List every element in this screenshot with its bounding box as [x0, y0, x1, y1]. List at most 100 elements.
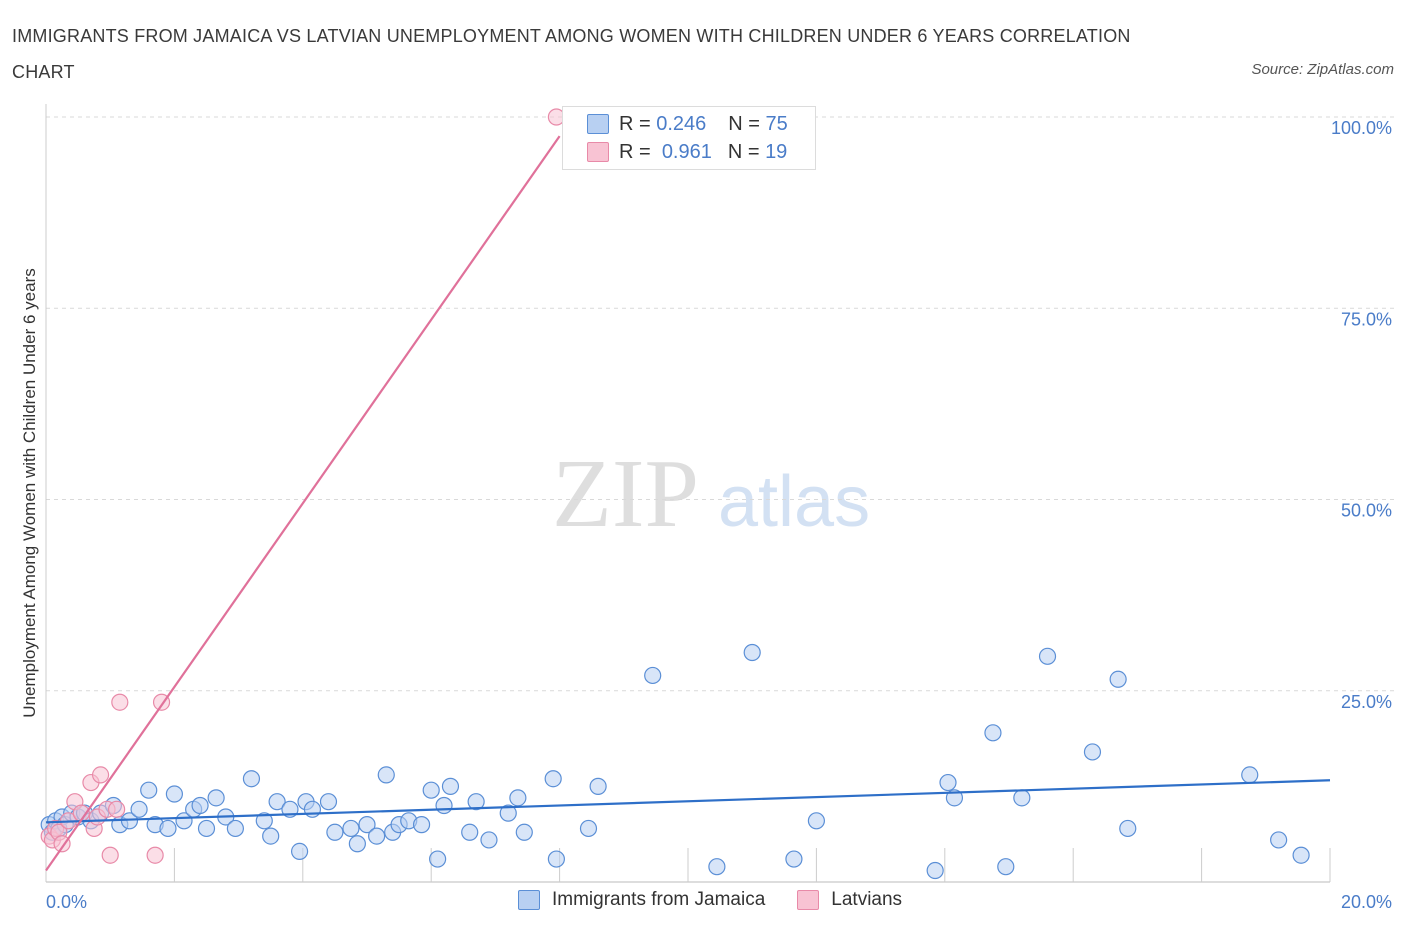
legend-swatch-pink — [587, 142, 609, 162]
watermark-zip: ZIP — [552, 440, 699, 548]
source-credit: Source: ZipAtlas.com — [1251, 61, 1394, 78]
jamaica-point — [348, 835, 366, 853]
x-tick-label: 20.0% — [1341, 892, 1392, 912]
x-tick-labels: 0.0% 20.0% — [46, 892, 1392, 912]
jamaica-point — [226, 819, 244, 838]
jamaica-point — [342, 819, 360, 838]
legend-r-label: R = — [619, 140, 651, 163]
latvians-trend-line — [45, 135, 561, 872]
jamaica-point — [130, 800, 148, 818]
jamaica-point — [207, 789, 225, 807]
latvians-point — [91, 766, 110, 784]
jamaica-point — [515, 823, 533, 841]
jamaica-point — [785, 850, 803, 868]
legend-n-value: 19 — [765, 140, 788, 163]
legend-swatch-pink — [797, 890, 820, 910]
jamaica-point — [544, 770, 562, 788]
legend-n-label: N = — [728, 112, 760, 135]
jamaica-point — [589, 777, 607, 795]
jamaica-point — [441, 777, 460, 795]
series-latvians-points — [40, 108, 565, 864]
jamaica-point — [242, 770, 261, 788]
jamaica-point — [1292, 846, 1310, 864]
jamaica-point — [509, 789, 527, 807]
jamaica-point — [807, 812, 826, 830]
legend-r-value: 0.961 — [661, 140, 712, 163]
trend-lines — [45, 135, 1331, 872]
legend-item-jamaica[interactable]: Immigrants from Jamaica — [518, 889, 765, 911]
legend-row-jamaica: R = 0.246 N = 75 — [587, 112, 788, 136]
legend-n-label: N = — [727, 140, 760, 163]
legend-item-latvians[interactable]: Latvians — [797, 889, 902, 911]
jamaica-point — [461, 823, 479, 841]
jamaica-point — [326, 823, 344, 841]
latvians-point — [146, 846, 164, 864]
jamaica-point — [377, 766, 395, 784]
legend-label-latvians: Latvians — [831, 889, 903, 910]
jamaica-point — [255, 812, 273, 830]
jamaica-point — [579, 819, 598, 838]
jamaica-point — [480, 831, 498, 849]
jamaica-point — [1119, 819, 1137, 838]
y-axis-label: Unemployment Among Women with Children U… — [20, 268, 39, 717]
watermark: ZIP atlas — [552, 440, 870, 548]
jamaica-point — [1270, 831, 1288, 849]
jamaica-point — [140, 781, 158, 799]
jamaica-trend-line — [45, 779, 1331, 824]
jamaica-point — [945, 789, 964, 807]
jamaica-point — [1109, 670, 1127, 688]
series-jamaica-points — [40, 643, 1310, 880]
legend-r-label: R = — [619, 112, 651, 135]
legend-swatch-blue — [587, 114, 609, 134]
jamaica-point — [290, 842, 309, 861]
jamaica-point — [319, 793, 338, 811]
jamaica-point — [926, 861, 944, 880]
jamaica-point — [984, 724, 1002, 742]
jamaica-point — [429, 850, 447, 868]
jamaica-point — [1038, 647, 1057, 665]
watermark-atlas: atlas — [718, 462, 870, 542]
jamaica-point — [1013, 789, 1031, 807]
jamaica-point — [743, 643, 761, 662]
y-tick-labels: 25.0% 50.0% 75.0% 100.0% — [1331, 118, 1392, 712]
series-legend: Immigrants from Jamaica Latvians — [518, 889, 934, 911]
x-tick-label: 0.0% — [46, 892, 87, 912]
legend-label-jamaica: Immigrants from Jamaica — [552, 889, 766, 910]
y-tick-label: 100.0% — [1331, 118, 1392, 138]
latvians-point — [101, 846, 119, 864]
axes — [45, 104, 1331, 883]
jamaica-point — [547, 850, 565, 868]
latvians-point — [108, 800, 126, 818]
jamaica-point — [159, 819, 177, 838]
latvians-point — [111, 693, 129, 711]
jamaica-point — [165, 785, 183, 803]
jamaica-point — [197, 819, 216, 838]
y-tick-label: 50.0% — [1341, 501, 1392, 521]
gridlines — [46, 116, 1398, 692]
y-tick-label: 25.0% — [1341, 692, 1392, 712]
jamaica-point — [644, 666, 662, 685]
jamaica-point — [1241, 766, 1259, 784]
jamaica-point — [1083, 743, 1102, 761]
jamaica-point — [435, 796, 453, 815]
jamaica-point — [368, 827, 386, 845]
jamaica-point — [358, 816, 376, 834]
jamaica-point — [268, 793, 286, 811]
jamaica-point — [708, 858, 726, 876]
chart-title: IMMIGRANTS FROM JAMAICA VS LATVIAN UNEMP… — [12, 26, 1131, 82]
jamaica-point — [412, 816, 431, 834]
legend-swatch-blue — [518, 890, 540, 910]
jamaica-point — [303, 800, 322, 818]
correlation-legend: R = 0.246 N = 75 R = 0.961 N = 19 — [562, 106, 816, 170]
jamaica-point — [499, 804, 517, 822]
jamaica-point — [422, 781, 440, 799]
jamaica-point — [262, 827, 280, 845]
y-tick-label: 75.0% — [1341, 309, 1392, 329]
jamaica-point — [997, 858, 1015, 876]
legend-r-value: 0.246 — [656, 112, 707, 135]
jamaica-point — [939, 773, 957, 792]
latvians-point — [53, 835, 71, 853]
legend-row-latvians: R = 0.961 N = 19 — [587, 140, 787, 164]
jamaica-point — [191, 796, 209, 815]
legend-n-value: 75 — [765, 112, 788, 135]
